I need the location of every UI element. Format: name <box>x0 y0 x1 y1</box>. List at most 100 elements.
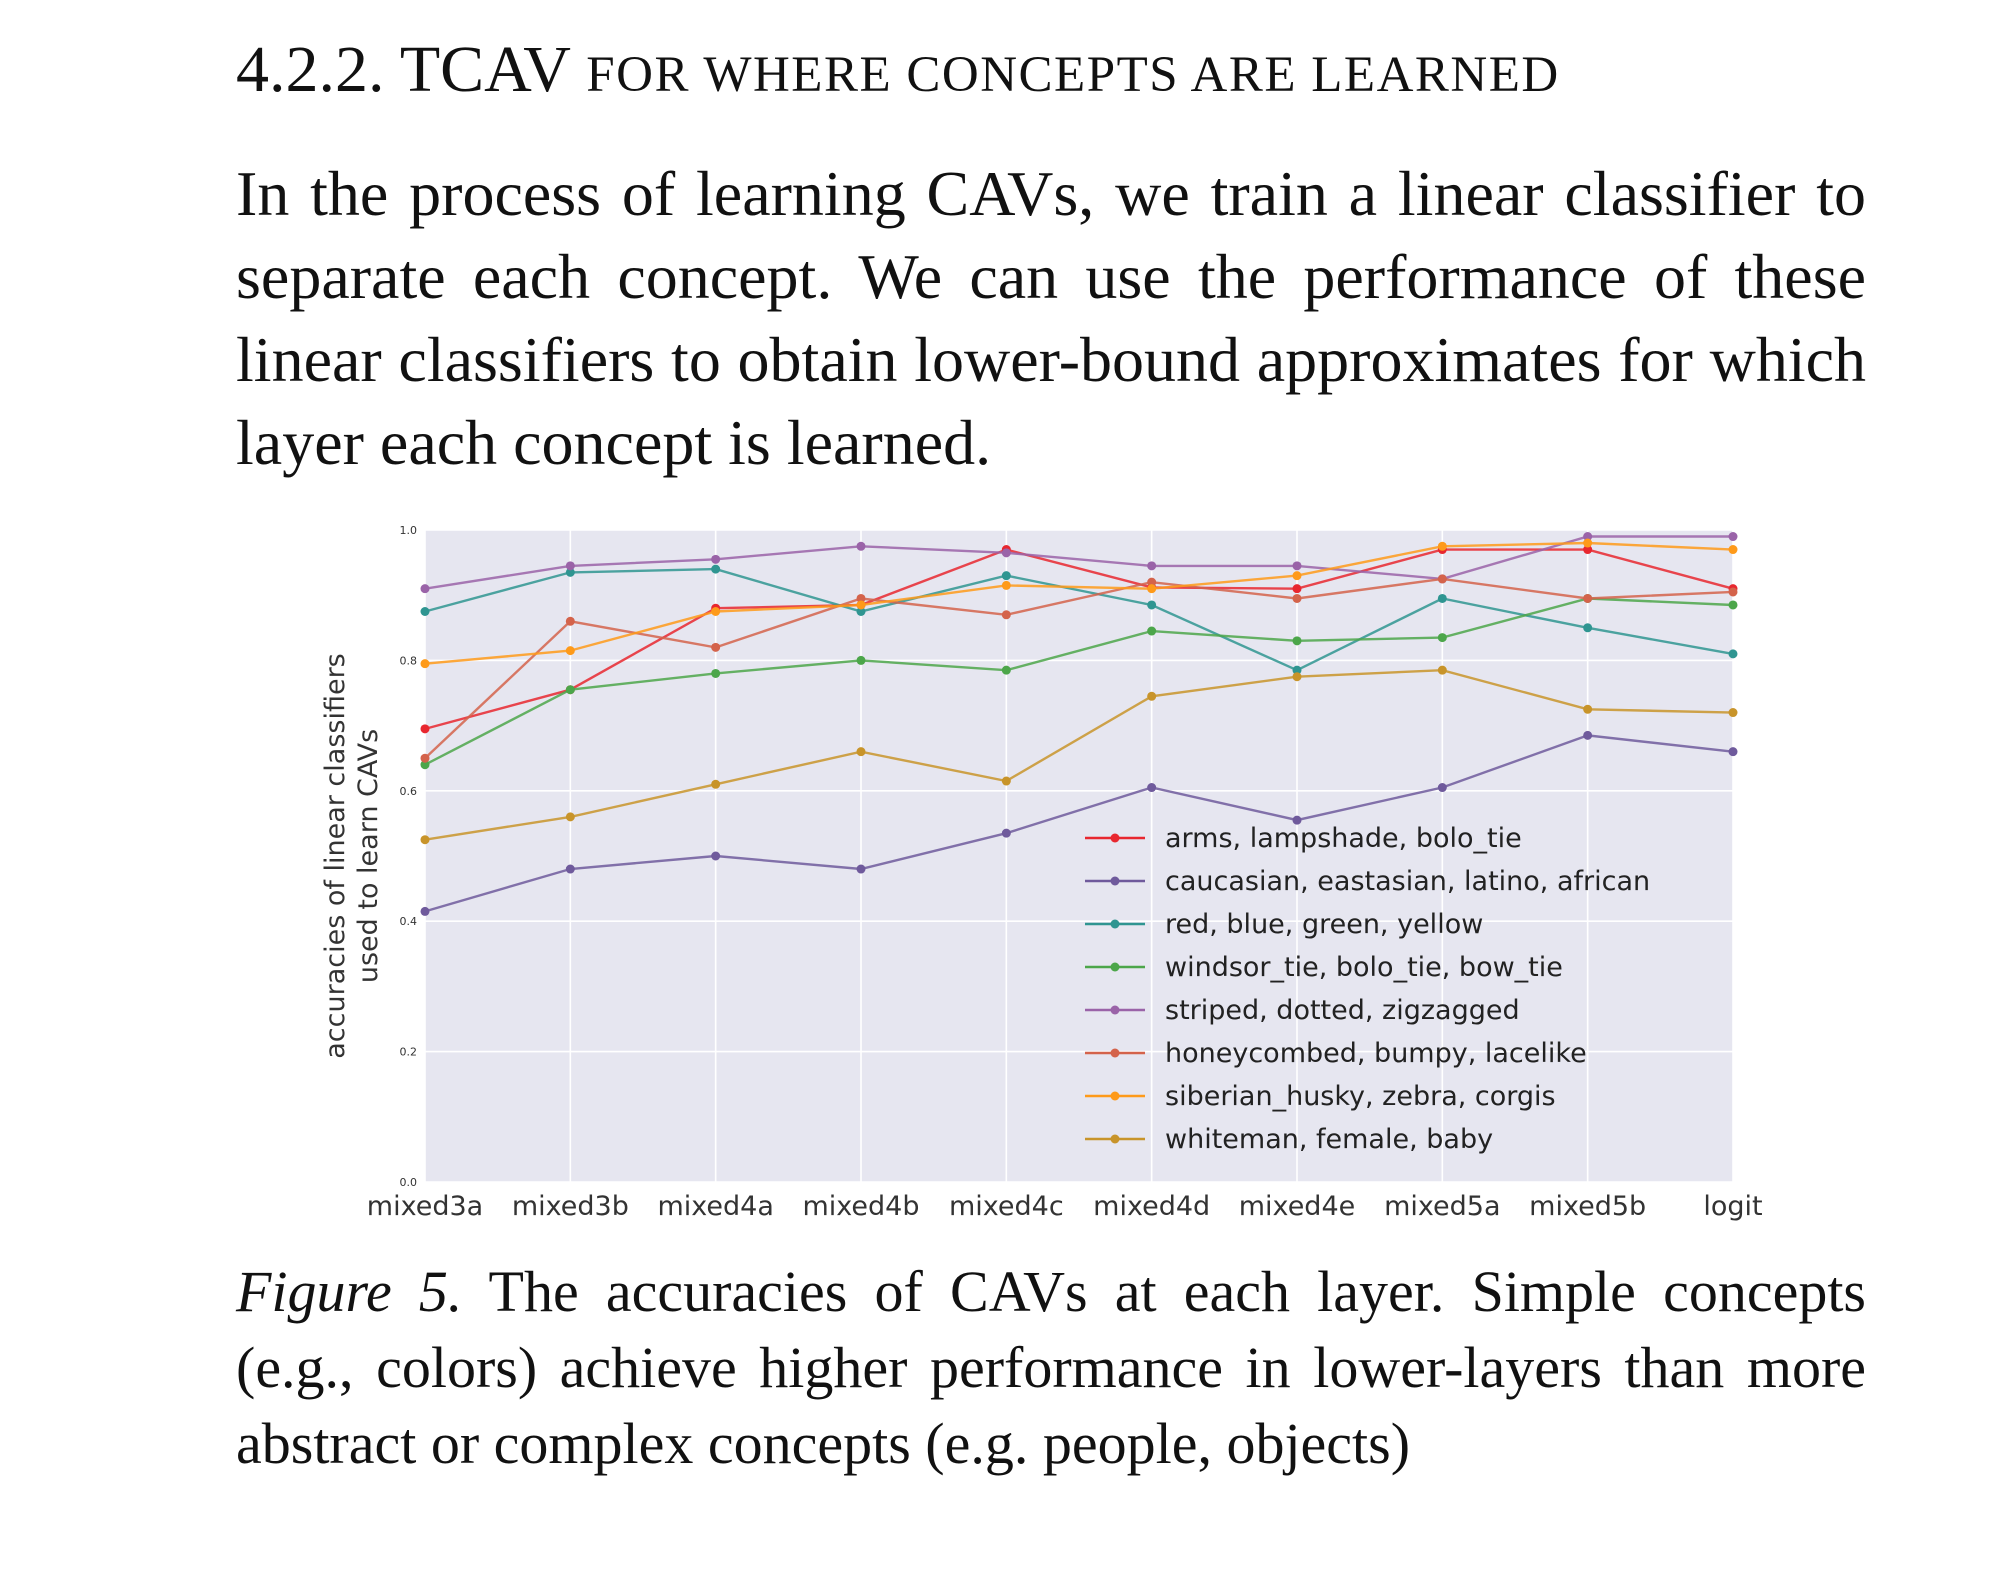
data-point <box>1001 610 1011 620</box>
data-point <box>1147 584 1157 594</box>
data-point <box>565 561 575 571</box>
data-point <box>711 642 721 652</box>
data-point <box>1001 571 1011 581</box>
data-point <box>1147 561 1157 571</box>
series-line <box>424 734 1734 913</box>
data-point <box>565 616 575 626</box>
data-point <box>1728 532 1738 542</box>
data-point <box>1292 672 1302 682</box>
data-point <box>856 607 866 616</box>
data-point <box>420 659 430 669</box>
data-point <box>711 554 721 564</box>
figure-caption: Figure 5. The accuracies of CAVs at each… <box>236 1254 1866 1482</box>
legend-swatch-marker <box>1110 1005 1120 1015</box>
section-title-lead: TCAV <box>399 33 570 106</box>
data-point <box>711 607 721 616</box>
data-point <box>565 567 575 577</box>
legend-entry-label: arms, lampshade, bolo_tie <box>1165 823 1522 854</box>
series-line <box>424 597 1734 766</box>
grid-lines <box>424 529 1734 1183</box>
x-tick-label: mixed4d <box>1093 1191 1210 1222</box>
data-point <box>1583 623 1593 633</box>
section-number: 4.2.2. <box>236 33 385 106</box>
data-point <box>420 584 430 594</box>
data-point <box>1001 548 1011 558</box>
data-point <box>1437 783 1447 793</box>
data-point <box>1001 580 1011 590</box>
data-point <box>1728 600 1738 610</box>
data-point <box>856 593 866 603</box>
legend-swatch-marker <box>1110 833 1120 843</box>
data-point <box>1292 593 1302 603</box>
legend-swatch-marker <box>1110 962 1120 972</box>
x-tick-label: mixed5b <box>1529 1191 1646 1222</box>
y-axis-label-line-2: used to learn CAVs <box>353 729 384 983</box>
data-point <box>1292 584 1302 594</box>
data-point <box>1728 649 1738 659</box>
data-point <box>565 864 575 874</box>
data-point <box>565 685 575 695</box>
data-point <box>1001 828 1011 838</box>
y-tick-labels: 0.0 0.2 0.4 0.6 0.8 1.0 <box>400 524 418 1189</box>
x-tick-label: mixed4a <box>657 1191 773 1222</box>
figure-label: Figure 5. <box>236 1259 463 1324</box>
body-paragraph: In the process of learning CAVs, we trai… <box>236 158 1866 478</box>
y-tick-label: 0.2 <box>400 1046 418 1059</box>
x-tick-label: mixed4b <box>802 1191 919 1222</box>
data-point <box>1437 574 1447 584</box>
data-point <box>1292 571 1302 581</box>
y-tick-label: 0.0 <box>400 1176 418 1189</box>
data-point <box>565 646 575 656</box>
data-point <box>420 753 430 763</box>
data-point <box>1147 783 1157 793</box>
data-point <box>711 779 721 789</box>
data-point <box>711 668 721 678</box>
legend-swatch-marker <box>1110 876 1120 886</box>
legend-entry-label: caucasian, eastasian, latino, african <box>1165 866 1650 897</box>
data-point <box>856 600 866 610</box>
plot-background <box>425 530 1733 1182</box>
data-point <box>856 747 866 757</box>
data-point <box>420 724 430 734</box>
legend: arms, lampshade, bolo_tie caucasian, east… <box>1085 823 1650 1155</box>
x-tick-label: logit <box>1703 1191 1762 1222</box>
data-point <box>1292 665 1302 675</box>
data-point <box>1583 532 1593 542</box>
y-tick-label: 0.8 <box>400 654 418 667</box>
section-title-rest: for where concepts are learned <box>586 47 1560 103</box>
y-axis-label-line-1: accuracies of linear classifiers <box>320 653 351 1058</box>
legend-entry-label: whiteman, female, baby <box>1165 1124 1493 1155</box>
data-point <box>711 564 721 574</box>
data-point <box>1437 541 1447 551</box>
data-point <box>1001 665 1011 675</box>
data-point <box>1583 704 1593 714</box>
data-point <box>420 906 430 916</box>
legend-entry-label: honeycombed, bumpy, lacelike <box>1165 1038 1587 1069</box>
data-point <box>711 851 721 861</box>
data-point <box>1001 776 1011 786</box>
data-point <box>856 864 866 874</box>
data-point <box>1147 600 1157 610</box>
data-point <box>1583 538 1593 548</box>
legend-entry-label: siberian_husky, zebra, corgis <box>1165 1081 1556 1112</box>
series-line <box>424 567 1734 672</box>
data-point <box>1437 633 1447 643</box>
data-point <box>420 835 430 845</box>
data-point <box>420 760 430 770</box>
data-point <box>1728 708 1738 718</box>
data-point <box>856 655 866 665</box>
data-point <box>1728 747 1738 757</box>
legend-entry-label: striped, dotted, zigzagged <box>1165 995 1520 1026</box>
data-point <box>1583 545 1593 555</box>
series-line <box>424 535 1733 590</box>
y-tick-label: 0.6 <box>400 785 418 798</box>
legend-swatch-marker <box>1110 919 1120 929</box>
x-tick-label: mixed3b <box>512 1191 629 1222</box>
data-point <box>1728 587 1738 597</box>
legend-entry-label: windsor_tie, bolo_tie, bow_tie <box>1165 952 1563 983</box>
data-point <box>1728 545 1738 555</box>
data-point <box>1147 626 1157 636</box>
x-tick-label: mixed4e <box>1239 1191 1356 1222</box>
